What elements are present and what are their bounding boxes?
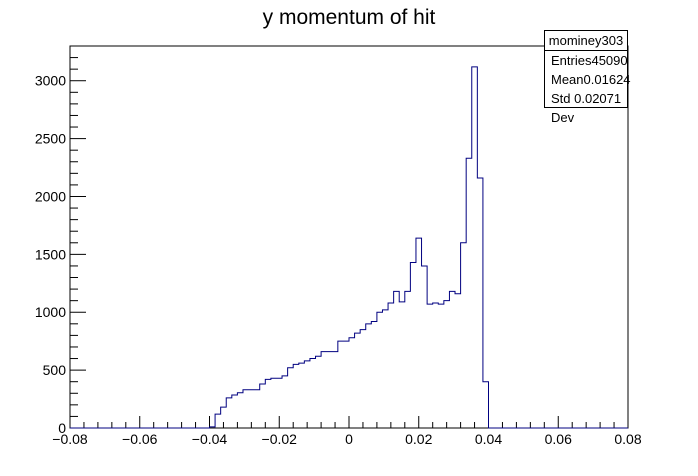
y-axis: 0 500 1000 1500 2000 2500 3000 [35,45,86,436]
x-tick-label: 0.04 [475,431,502,447]
x-tick-label: 0.02 [405,431,432,447]
x-axis: −0.08 −0.06 −0.04 −0.02 0 0.02 0.04 0.06 0.08 [52,416,642,447]
stats-box-title: mominey303 [545,31,627,51]
stats-row-mean: Mean 0.01624 [545,70,631,89]
stats-mean-label: Mean [551,72,584,87]
histogram-series-line [70,66,628,429]
y-tick-label: 1500 [35,246,66,262]
y-tick-label: 2500 [35,131,66,147]
stats-stddev-label: Std Dev [551,91,575,125]
x-tick-label: −0.08 [52,431,88,447]
stats-row-stddev: Std Dev 0.02071 [545,89,627,125]
y-tick-label: 1000 [35,304,66,320]
x-tick-label: −0.06 [122,431,158,447]
chart-title: y momentum of hit [263,6,436,29]
y-tick-label: 500 [43,362,67,378]
y-tick-label: 0 [58,420,66,436]
x-tick-label: 0 [345,431,353,447]
stats-mean-value: 0.01624 [583,72,631,87]
x-tick-label: −0.04 [192,431,228,447]
y-tick-label: 3000 [35,73,66,89]
stats-entries-value: 45090 [591,53,628,68]
y-tick-label: 2000 [35,188,66,204]
x-tick-label: 0.08 [614,431,641,447]
statistics-box: mominey303 Entries 45090 Mean 0.01624 St… [544,30,631,125]
stats-row-entries: Entries 45090 [545,51,628,70]
stats-entries-label: Entries [551,53,592,68]
stats-stddev-value: 0.02071 [574,91,622,106]
x-tick-label: 0.06 [545,431,572,447]
x-tick-label: −0.02 [262,431,298,447]
